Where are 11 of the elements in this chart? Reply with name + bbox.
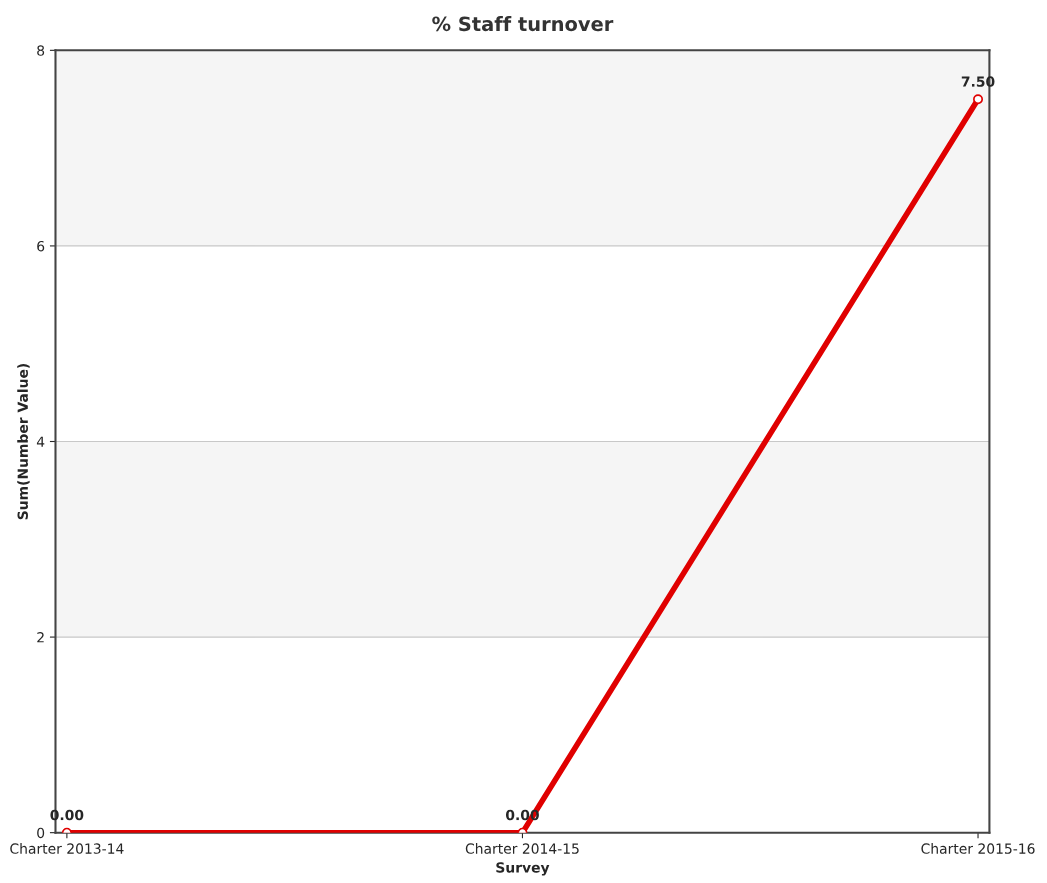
x-axis-title: Survey: [496, 862, 550, 876]
x-tick-label: Charter 2013-14: [10, 843, 124, 854]
chart-title: % Staff turnover: [432, 16, 614, 32]
y-axis-title: Sum(Number Value): [17, 363, 30, 520]
x-tick-label: Charter 2014-15: [465, 843, 579, 854]
y-tick-label: 6: [37, 240, 45, 252]
y-tick-label: 8: [37, 45, 45, 56]
x-tick-label: Charter 2015-16: [921, 843, 1035, 854]
y-tick-label: 2: [37, 632, 44, 643]
y-tick-label: 0: [37, 827, 45, 839]
y-tick-label: 4: [36, 436, 45, 447]
